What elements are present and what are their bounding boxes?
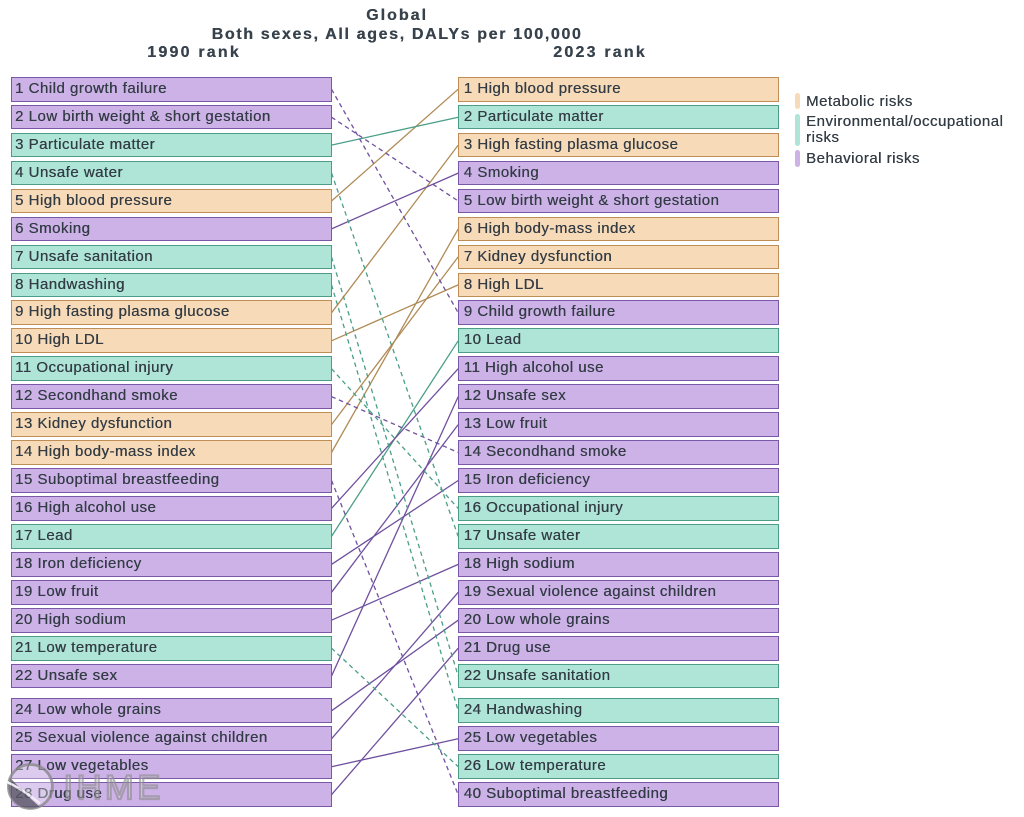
svg-text:IHME: IHME bbox=[64, 769, 164, 807]
